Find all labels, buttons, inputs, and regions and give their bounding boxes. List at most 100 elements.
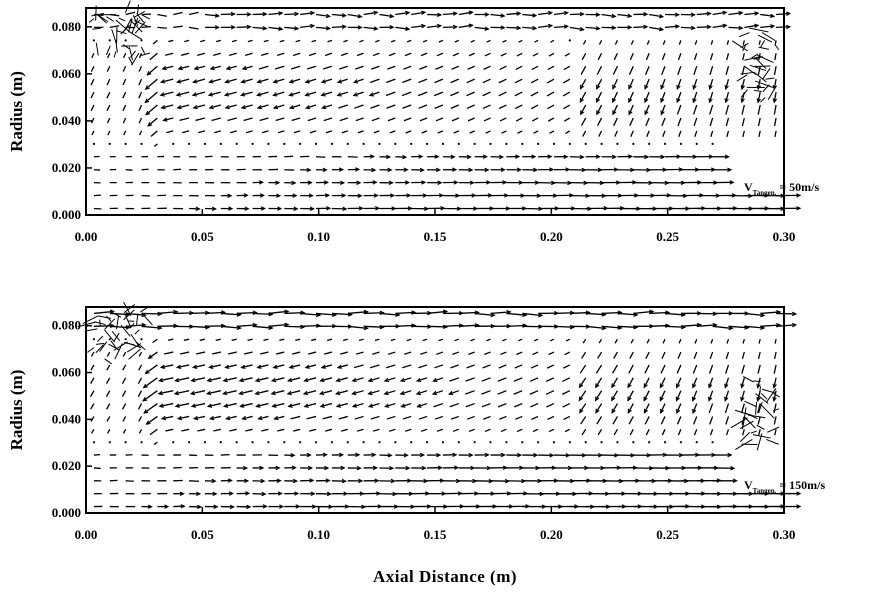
- vector-arrow: [468, 52, 475, 57]
- vector-arrow: [106, 364, 111, 371]
- vector-arrow: [106, 428, 111, 434]
- vector-arrow: [106, 117, 111, 124]
- vector-arrow: [612, 91, 619, 103]
- vector-arrowhead: [336, 364, 343, 369]
- vector-arrow: [157, 311, 178, 315]
- vector-arrowhead: [159, 364, 166, 369]
- vector-arrowhead: [611, 396, 616, 402]
- vector-arrow: [193, 364, 206, 369]
- vector-arrow: [177, 78, 190, 83]
- vector-arrow: [125, 11, 136, 16]
- vector-dot: [330, 441, 333, 444]
- vector-arrowhead: [708, 383, 713, 389]
- vector-arrow: [226, 415, 237, 420]
- vector-arrowhead: [422, 193, 428, 198]
- vector-arrow: [755, 72, 767, 83]
- vector-arrow: [191, 377, 206, 382]
- vector-arrow: [322, 65, 333, 70]
- vector-arrowhead: [373, 26, 379, 31]
- vector-arrow: [309, 428, 317, 432]
- vector-arrow: [268, 323, 289, 327]
- x-tick-label: 0.15: [424, 527, 447, 542]
- vector-arrow: [386, 78, 396, 84]
- vector-arrowhead: [320, 364, 326, 369]
- vector-arrowhead: [158, 377, 164, 383]
- vector-arrowhead: [415, 377, 422, 383]
- vector-arrow: [141, 26, 152, 29]
- vector-arrowhead: [452, 24, 458, 30]
- vector-arrow: [208, 91, 222, 96]
- vector-arrow: [490, 311, 511, 315]
- vector-arrow: [466, 364, 475, 369]
- vector-arrowhead: [295, 504, 301, 509]
- vector-arrow: [761, 32, 776, 41]
- vector-arrow: [579, 91, 587, 103]
- vector-arrow: [290, 65, 301, 70]
- vector-arrow: [465, 377, 475, 382]
- vector-field: [88, 0, 802, 212]
- vector-arrow: [564, 52, 571, 57]
- vector-arrow: [725, 91, 730, 103]
- vector-arrow: [198, 130, 206, 134]
- vector-arrow: [467, 117, 475, 122]
- vector-dot: [140, 39, 143, 42]
- vector-arrow: [545, 390, 555, 395]
- vector-arrow: [553, 11, 568, 16]
- vector-arrow: [375, 39, 380, 43]
- vector-arrowhead: [627, 383, 632, 389]
- vector-arrow: [90, 104, 95, 112]
- vector-arrow: [174, 390, 190, 395]
- vector-arrow: [331, 13, 346, 17]
- vector-arrow: [725, 104, 730, 115]
- vector-arrowhead: [563, 24, 570, 29]
- vector-arrow: [197, 428, 206, 432]
- vector-arrowhead: [278, 11, 284, 16]
- vector-arrow: [193, 78, 206, 83]
- vector-arrow: [252, 325, 273, 329]
- vector-arrow: [372, 428, 380, 432]
- vector-dot: [711, 142, 714, 145]
- vector-arrow: [106, 416, 111, 422]
- vector-arrow: [660, 364, 666, 374]
- vector-arrowhead: [547, 23, 554, 29]
- vector-arrowhead: [691, 396, 697, 402]
- vector-arrow: [470, 39, 475, 43]
- vector-arrow: [676, 416, 682, 425]
- vector-arrowhead: [206, 403, 213, 408]
- vector-arrowhead: [225, 65, 231, 71]
- vector-arrowhead: [612, 84, 617, 90]
- vector-arrow: [292, 52, 301, 57]
- vector-arrow: [145, 78, 158, 90]
- vector-arrow: [760, 25, 775, 29]
- vector-arrowhead: [275, 180, 281, 185]
- vector-arrow: [289, 364, 301, 369]
- vector-arrowhead: [402, 154, 408, 160]
- vector-arrow: [500, 52, 507, 57]
- vector-arrowhead: [387, 453, 393, 458]
- vector-arrowhead: [612, 110, 617, 116]
- vector-arrowhead: [484, 452, 490, 458]
- vector-arrow: [772, 408, 780, 412]
- vector-arrow: [204, 311, 225, 315]
- vector-arrowhead: [192, 104, 198, 110]
- vector-arrow: [304, 402, 317, 408]
- vector-arrow: [135, 341, 146, 351]
- vector-arrow: [279, 39, 285, 43]
- vector-arrow: [547, 104, 555, 110]
- vector-arrowhead: [706, 24, 712, 30]
- vector-arrow: [749, 27, 769, 33]
- vector-arrow: [740, 89, 748, 98]
- vector-arrow: [754, 89, 762, 93]
- vector-arrow: [243, 117, 253, 122]
- vector-arrowhead: [595, 12, 601, 17]
- vector-arrow: [95, 344, 104, 354]
- vector-arrow: [484, 351, 491, 356]
- vector-arrow: [320, 377, 333, 382]
- vector-arrow: [379, 312, 400, 316]
- vector-arrowhead: [304, 79, 310, 84]
- vector-arrow: [103, 329, 116, 343]
- vector-arrowhead: [565, 453, 571, 458]
- vector-arrowhead: [335, 403, 342, 408]
- vector-arrowhead: [196, 504, 203, 510]
- vector-dot: [330, 142, 333, 145]
